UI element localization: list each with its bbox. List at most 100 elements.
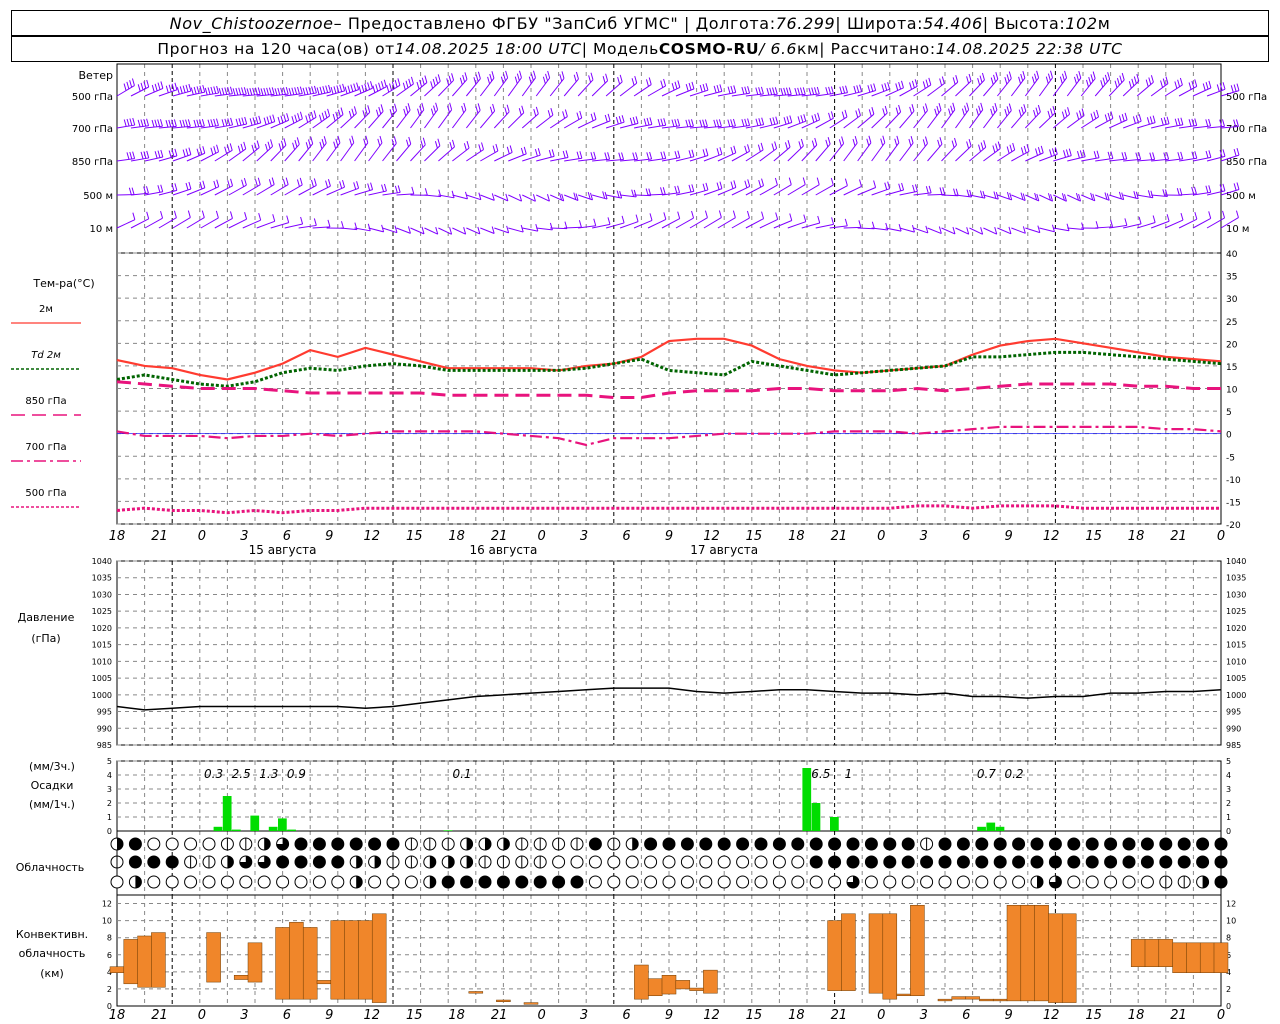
wind-barb-feather [405, 139, 409, 147]
wind-barb [256, 139, 274, 162]
wind-barb-feather [305, 115, 309, 123]
cloud-fill [313, 856, 326, 868]
wind-barb-shaft [382, 110, 397, 129]
wind-barb-feather [1020, 192, 1024, 200]
wind-barb [550, 192, 565, 202]
wind-barb [675, 184, 695, 196]
wind-barb-feather [321, 138, 325, 147]
wind-barb-feather [871, 107, 875, 115]
wind-barb-feather [230, 178, 234, 186]
wind-barb-shaft [927, 143, 943, 162]
wind-barb-feather [702, 119, 706, 127]
cloud-circle [791, 855, 805, 869]
wind-barb-shaft [1178, 218, 1198, 229]
cloud-circle [202, 875, 216, 889]
wind-barb-feather [210, 119, 214, 127]
cloud-circle [662, 875, 676, 889]
wind-barb [1192, 80, 1212, 97]
wind-barb-shaft [494, 194, 509, 202]
wind-barb [1094, 111, 1114, 129]
wind-barb [1150, 76, 1169, 97]
wind-barb [955, 138, 972, 162]
wind-barb-feather [633, 189, 637, 198]
wind-barb-feather [632, 152, 636, 160]
wind-barb-feather [394, 103, 398, 111]
wind-barb-shaft [1164, 219, 1184, 229]
wind-barb [801, 86, 820, 97]
day-label: 17 августа [690, 543, 758, 557]
wind-barb-feather [190, 87, 194, 95]
wind-barb-feather [727, 86, 731, 94]
wind-barb-feather [830, 86, 834, 94]
wind-barb-shaft [326, 142, 341, 162]
cloud-symbol [165, 875, 179, 889]
wind-barb-feather [246, 88, 250, 96]
wind-barb-feather [1219, 83, 1223, 91]
wind-barb-feather [671, 83, 675, 91]
wind-barb [340, 181, 360, 196]
wind-barb-feather [378, 106, 382, 115]
wind-barb-feather [867, 85, 871, 93]
wind-barb-feather [154, 151, 158, 159]
cloud-circle [257, 875, 271, 889]
wind-barb [256, 177, 275, 196]
wind-barb-shaft [521, 113, 539, 129]
wind-barb-shaft [368, 142, 383, 162]
wind-barb [703, 181, 723, 196]
wind-barb-feather [978, 105, 982, 113]
wind-barb-feather [216, 179, 220, 187]
wind-barb [773, 87, 792, 97]
cloud-fill [485, 838, 491, 850]
cloud-symbol [1196, 875, 1210, 889]
wind-barb-shaft [438, 194, 455, 199]
cloud-symbol [607, 855, 621, 869]
wind-barb [1067, 149, 1086, 162]
wind-barb-shaft [410, 227, 425, 235]
wind-barb-shaft [1011, 194, 1026, 202]
wind-barb-feather [952, 226, 956, 235]
temp-legend-label: 2м [39, 304, 53, 315]
press-tick-right: 1030 [1226, 590, 1246, 599]
cloud-fill [1067, 838, 1080, 850]
cloud-fill [466, 838, 473, 850]
wind-barb-feather [1037, 147, 1041, 155]
wind-barb-feather [285, 87, 289, 95]
wind-barb-feather [193, 86, 197, 95]
wind-barb-feather [509, 145, 513, 153]
cloud-symbol [864, 837, 878, 851]
wind-barb-feather [252, 87, 256, 96]
wind-barb-feather [187, 210, 191, 218]
wind-barb-feather [817, 112, 821, 120]
cloud-circle [184, 837, 198, 851]
cloud-symbol [552, 875, 566, 889]
conv-cloud-bar [233, 975, 249, 980]
wind-barb [326, 83, 346, 97]
wind-barb [871, 105, 888, 129]
wind-barb-shaft [969, 109, 984, 129]
wind-barb-feather [179, 120, 183, 128]
precip-tick-right: 3 [1226, 785, 1231, 794]
cloud-symbol [239, 875, 253, 889]
wind-barb-feather [575, 71, 579, 80]
wind-barb-feather [308, 113, 311, 121]
wind-barb-feather [1205, 185, 1209, 193]
wind-barb [354, 135, 369, 162]
wind-barb-feather [787, 140, 791, 148]
wind-level-label: 850 гПа [72, 157, 113, 168]
wind-barb-feather [898, 81, 902, 90]
cloud-symbol [644, 837, 658, 851]
press-tick-left: 1010 [92, 657, 112, 666]
wind-barb [899, 79, 918, 97]
wind-barb-feather [579, 151, 583, 159]
wind-barb-feather [272, 114, 276, 122]
wind-barb-feather [332, 113, 336, 122]
wind-barb-feather [784, 142, 788, 150]
wind-barb-feather [466, 141, 470, 149]
wind-barb-feather [1092, 71, 1096, 79]
wind-barb-feather [335, 138, 339, 146]
wind-barb-feather [280, 115, 284, 123]
wind-barb-feather [561, 193, 565, 202]
wind-barb-feather [310, 136, 314, 144]
wind-barb [815, 217, 835, 229]
